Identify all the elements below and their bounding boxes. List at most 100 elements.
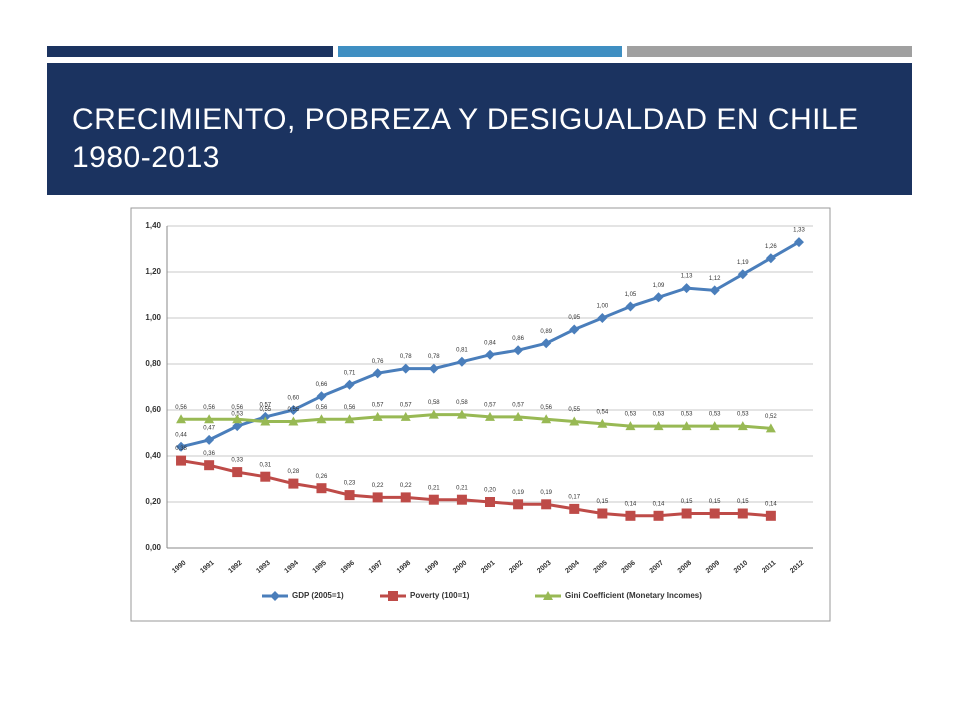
- data-label: 0,33: [231, 458, 243, 464]
- data-label: 0,14: [765, 501, 777, 507]
- data-point: [456, 356, 467, 367]
- data-label: 1,00: [597, 304, 609, 310]
- data-label: 0,86: [512, 336, 524, 342]
- data-point: [543, 591, 553, 600]
- data-point: [597, 418, 608, 428]
- slide-title: CRECIMIENTO, POBREZA Y DESIGUALDAD EN CH…: [72, 103, 859, 174]
- data-label: 1,19: [737, 260, 749, 266]
- data-point: [176, 414, 187, 424]
- data-point: [232, 414, 243, 424]
- data-label: 1,13: [681, 274, 693, 280]
- data-point: [316, 391, 327, 402]
- data-point: [793, 237, 804, 248]
- data-label: 0,53: [653, 412, 665, 418]
- data-point: [681, 508, 692, 519]
- data-label: 0,28: [288, 469, 300, 475]
- data-point: [485, 349, 495, 360]
- data-point: [709, 421, 720, 431]
- data-point: [344, 490, 355, 501]
- data-label: 0,58: [456, 400, 468, 406]
- data-point: [653, 292, 664, 303]
- data-label: 0,23: [344, 481, 356, 487]
- legend-label: Gini Coefficient (Monetary Incomes): [565, 591, 702, 600]
- data-point: [485, 497, 495, 507]
- data-point: [569, 416, 580, 426]
- data-point: [388, 591, 398, 601]
- data-point: [232, 467, 243, 478]
- data-label: 0,78: [400, 354, 412, 360]
- data-label: 0,53: [681, 412, 693, 418]
- data-point: [569, 503, 580, 514]
- data-point: [765, 253, 776, 264]
- data-point: [288, 416, 299, 426]
- data-point: [653, 421, 664, 431]
- data-label: 0,15: [737, 499, 749, 505]
- accent-bar: [338, 46, 622, 57]
- data-point: [428, 409, 439, 419]
- data-point: [372, 368, 383, 379]
- data-point: [456, 494, 467, 505]
- data-label: 0,14: [653, 501, 665, 507]
- data-point: [541, 414, 552, 424]
- data-label: 0,15: [597, 499, 609, 505]
- data-point: [765, 510, 776, 521]
- data-point: [204, 460, 215, 471]
- data-label: 0,58: [428, 400, 440, 406]
- data-point: [597, 313, 608, 323]
- data-point: [737, 508, 748, 519]
- data-point: [456, 409, 467, 419]
- data-label: 0,57: [372, 402, 384, 408]
- data-label: 1,26: [765, 244, 777, 250]
- data-label: 0,31: [259, 462, 271, 468]
- data-label: 0,57: [400, 402, 412, 408]
- data-label: 0,71: [344, 370, 356, 376]
- data-point: [625, 510, 636, 521]
- data-point: [513, 499, 524, 510]
- data-point: [176, 441, 187, 452]
- data-point: [681, 421, 692, 431]
- data-label: 0,19: [540, 490, 552, 496]
- data-point: [653, 510, 664, 521]
- data-label: 0,95: [568, 315, 580, 321]
- data-label: 0,53: [625, 412, 637, 418]
- data-point: [204, 434, 215, 445]
- data-label: 0,14: [625, 501, 637, 507]
- chart-frame: [130, 207, 831, 622]
- series-line: [180, 459, 771, 518]
- data-point: [709, 285, 720, 296]
- data-label: 0,81: [456, 347, 468, 353]
- data-label: 0,53: [709, 412, 721, 418]
- data-point: [176, 455, 187, 466]
- data-point: [232, 421, 243, 432]
- data-point: [428, 494, 439, 505]
- data-label: 0,17: [568, 494, 580, 500]
- data-point: [344, 414, 355, 424]
- data-label: 0,76: [372, 359, 384, 365]
- data-label: 0,21: [456, 485, 468, 491]
- data-label: 0,26: [316, 474, 328, 480]
- series-line: [181, 413, 771, 430]
- data-point: [765, 423, 776, 433]
- data-point: [270, 591, 280, 601]
- y-tick-label: 0,20: [145, 497, 161, 506]
- legend-label: Poverty (100=1): [410, 591, 470, 600]
- y-tick-label: 0,40: [145, 451, 161, 460]
- data-label: 0,56: [231, 405, 243, 411]
- legend-label: GDP (2005=1): [292, 591, 344, 600]
- data-point: [597, 508, 608, 519]
- y-tick-label: 0,80: [145, 359, 161, 368]
- data-point: [681, 283, 692, 294]
- data-point: [625, 421, 636, 431]
- y-tick-label: 1,40: [145, 221, 161, 230]
- data-label: 1,09: [653, 283, 665, 289]
- data-label: 0,56: [540, 405, 552, 411]
- data-label: 0,57: [512, 402, 524, 408]
- data-label: 0,66: [316, 382, 328, 388]
- data-label: 0,55: [288, 407, 300, 413]
- data-point: [400, 492, 411, 503]
- data-point: [513, 411, 524, 421]
- data-label: 0,54: [597, 409, 609, 415]
- data-point: [709, 508, 720, 519]
- data-label: 1,33: [793, 228, 805, 234]
- data-label: 0,56: [344, 405, 356, 411]
